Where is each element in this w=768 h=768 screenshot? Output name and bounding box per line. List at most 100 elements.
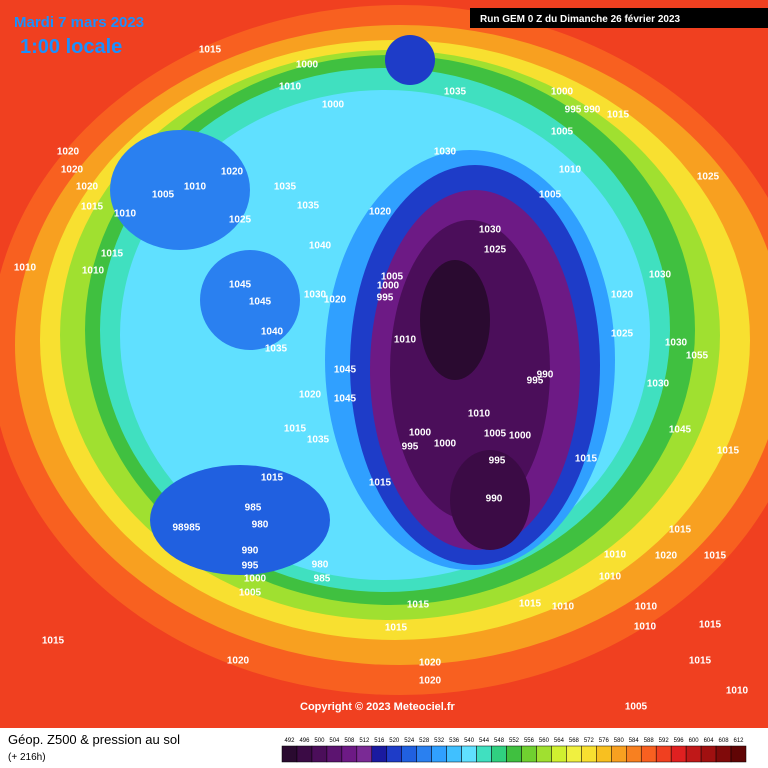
isobar-label: 1035	[297, 201, 320, 212]
scale-label: 528	[419, 738, 430, 744]
isobar-label: 1005	[539, 190, 562, 201]
isobar-label: 995	[377, 293, 394, 304]
isobar-label: 995	[527, 376, 544, 387]
scale-label: 592	[659, 738, 670, 744]
isobar-label: 1015	[704, 551, 727, 562]
scale-swatch	[596, 745, 612, 763]
isobar-label: 1045	[334, 394, 357, 405]
isobar-label: 1020	[419, 658, 442, 669]
isobar-label: 1010	[114, 209, 137, 220]
isobar-label: 985	[245, 503, 262, 514]
isobar-label: 1000	[509, 431, 532, 442]
isobar-label: 1010	[635, 602, 658, 613]
isobar-label: 995	[242, 561, 259, 572]
isobar-label: 1030	[649, 270, 672, 281]
isobar-label: 1000	[434, 439, 457, 450]
scale-swatch	[536, 745, 552, 763]
isobar-label: 1035	[274, 182, 297, 193]
isobar-label: 1010	[184, 182, 207, 193]
isobar-label: 1025	[484, 245, 507, 256]
isobar-label: 1020	[419, 676, 442, 687]
isobar-label: 1015	[369, 478, 392, 489]
scale-label: 556	[524, 738, 535, 744]
scale-label: 596	[674, 738, 685, 744]
isobar-label: 1015	[407, 600, 430, 611]
isobar-label: 1005	[239, 588, 262, 599]
scale-label: 568	[569, 738, 580, 744]
scale-swatch	[326, 745, 343, 763]
isobar-label: 1010	[14, 263, 37, 274]
isobar-label: 1020	[324, 295, 347, 306]
isobar-label: 995	[402, 442, 419, 453]
isobar-label: 1015	[607, 110, 630, 121]
isobar-label: 1030	[434, 147, 457, 158]
scale-swatch	[551, 745, 567, 763]
isobar-label: 1005	[484, 429, 507, 440]
scale-label: 600	[689, 738, 700, 744]
isobar-label: 1025	[229, 215, 252, 226]
isobar-label: 1015	[575, 454, 598, 465]
scale-swatch	[476, 745, 492, 763]
scale-swatch	[685, 745, 702, 763]
scale-swatch	[640, 745, 657, 763]
date: Mardi 7 mars 2023	[14, 14, 144, 31]
isobar-label: 1035	[265, 344, 288, 355]
isobar-label: 1015	[284, 424, 307, 435]
isobar-label: 1030	[304, 290, 327, 301]
scale-swatch	[431, 745, 447, 763]
scale-swatch	[670, 745, 687, 763]
scale-label: 564	[554, 738, 565, 744]
scale-label: 524	[404, 738, 415, 744]
isobar-label: 1010	[279, 82, 302, 93]
isobar-label: 1000	[409, 428, 432, 439]
isobar-label: 1015	[199, 45, 222, 56]
isobar-label: 1020	[369, 207, 392, 218]
scale-swatch	[311, 745, 328, 763]
scale-swatch	[730, 745, 747, 763]
scale-swatch	[401, 745, 417, 763]
isobar-label: 1005	[381, 272, 404, 283]
isobar-label: 1010	[634, 622, 657, 633]
isobar-label: 1015	[101, 249, 124, 260]
scale-swatch	[281, 745, 298, 763]
scale-label: 612	[734, 738, 745, 744]
scale-swatch	[491, 745, 507, 763]
isobar-label: 1010	[726, 686, 749, 697]
isobar-label: 1020	[227, 656, 250, 667]
isobar-label: 1020	[299, 390, 322, 401]
scale-swatch	[371, 745, 388, 763]
isobar-label: 1015	[669, 525, 692, 536]
scale-swatch	[386, 745, 402, 763]
scale-label: 508	[344, 738, 355, 744]
scale-label: 536	[449, 738, 460, 744]
isobar-label: 1010	[599, 572, 622, 583]
scale-swatch	[700, 745, 717, 763]
isobar-label: 1015	[81, 202, 104, 213]
footer-title: Géop. Z500 & pression au sol	[8, 732, 180, 747]
isobar-label: 990	[242, 546, 259, 557]
isobar-label: 1045	[334, 365, 357, 376]
scale-label: 504	[329, 738, 340, 744]
scale-swatch	[611, 745, 627, 763]
scale-label: 500	[314, 738, 325, 744]
isobar-label: 1040	[309, 241, 332, 252]
isobar-label: 1000	[244, 574, 267, 585]
scale-swatch	[566, 745, 582, 763]
isobar-label: 1010	[394, 335, 417, 346]
isobar-label: 1030	[665, 338, 688, 349]
time: 1:00 locale	[20, 36, 122, 58]
isobar-label: 1045	[669, 425, 692, 436]
scale-swatch	[655, 745, 672, 763]
isobar-label: 98	[172, 523, 184, 534]
isobar-label: 1015	[699, 620, 722, 631]
isobar-label: 990	[537, 370, 554, 381]
isobar-label: 1010	[468, 409, 491, 420]
isobar-label: 1030	[479, 225, 502, 236]
isobar-label: 995	[565, 105, 582, 116]
isobar-label: 995	[489, 456, 506, 467]
run-info: Run GEM 0 Z du Dimanche 26 février 2023	[480, 14, 681, 25]
isobar-label: 1015	[689, 656, 712, 667]
isobar-label: 1005	[152, 190, 175, 201]
